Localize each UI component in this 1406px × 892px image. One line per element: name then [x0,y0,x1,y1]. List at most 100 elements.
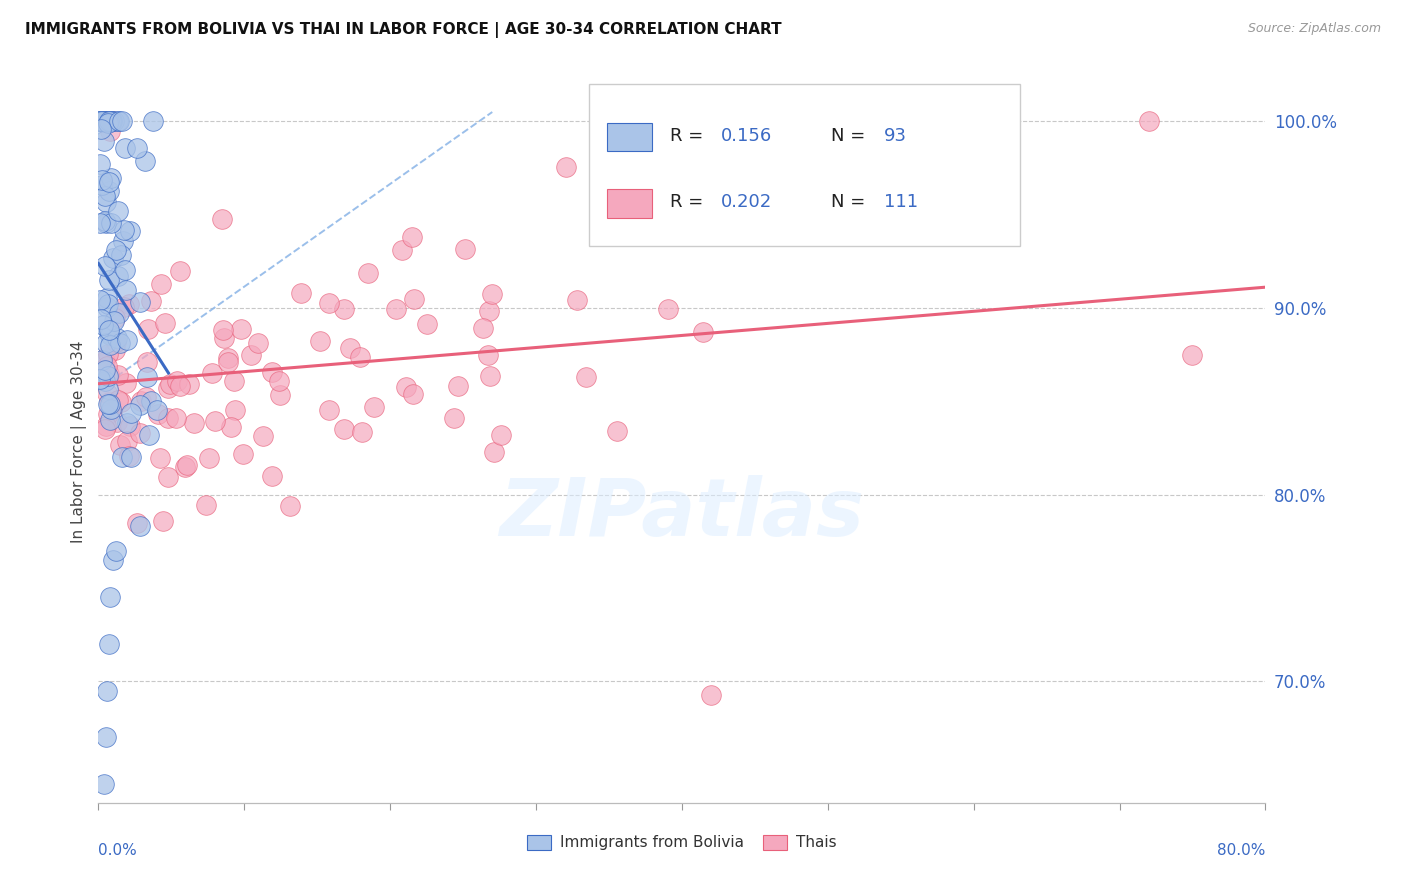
Text: N =: N = [831,127,872,145]
Point [111,450,134,465]
Point [110,248,132,262]
Text: Source: ZipAtlas.com: Source: ZipAtlas.com [1247,22,1381,36]
Point [94,336,117,351]
Point [97,407,120,421]
Point [101,114,124,128]
Point [98,124,121,138]
Point [112,223,135,237]
Point [332,422,354,436]
Point [391,243,413,257]
Point [98,273,121,287]
Point [96,195,118,210]
Point [129,425,152,440]
Point [217,351,239,365]
Point [1181,348,1204,362]
Point [339,342,361,356]
Point [136,322,159,336]
Point [472,321,495,335]
Point [94,731,117,745]
Point [98,367,121,381]
Point [402,387,425,401]
Point [103,251,125,265]
Point [222,374,245,388]
Point [104,343,127,358]
Point [93,354,115,368]
Point [107,114,129,128]
Point [90,311,112,326]
Point [156,381,179,395]
Point [97,176,120,190]
Point [214,331,236,345]
Point [89,114,111,128]
Point [97,114,120,128]
Point [96,359,118,373]
Point [166,374,188,388]
Point [107,203,129,218]
Point [318,296,340,310]
Point [125,141,148,155]
Point [100,114,122,128]
Point [104,311,127,326]
Point [232,447,254,461]
Point [169,379,191,393]
Point [98,114,121,128]
Text: 0.202: 0.202 [720,193,772,211]
Point [239,348,262,362]
Point [404,292,426,306]
Point [149,450,172,465]
Point [110,395,132,409]
Point [148,407,170,421]
Point [269,388,291,402]
Bar [607,123,651,151]
Point [120,406,142,420]
Point [103,114,125,128]
Point [107,392,129,407]
Point [94,260,117,274]
Point [105,415,128,429]
Point [115,283,138,297]
Point [91,114,114,128]
Point [129,394,152,409]
Point [139,294,162,309]
Point [97,297,120,311]
Point [262,469,284,483]
Point [104,543,127,558]
Point [94,374,117,388]
Point [98,326,121,341]
Point [93,214,115,228]
Text: 0.0%: 0.0% [98,843,138,857]
Point [229,322,252,336]
Point [156,411,179,425]
Point [94,216,117,230]
Point [98,338,121,352]
Point [318,403,340,417]
Point [135,355,157,369]
Point [278,499,301,513]
Point [357,266,380,280]
Point [129,398,152,412]
Bar [607,189,651,218]
Point [443,410,465,425]
Point [115,434,138,449]
Point [107,368,129,382]
Point [173,459,195,474]
Point [149,277,172,292]
Point [100,114,122,128]
Point [478,368,501,383]
Point [97,397,120,411]
Point [153,316,176,330]
Point [129,519,152,533]
Point [176,458,198,472]
Text: 111: 111 [884,193,918,211]
Point [481,286,503,301]
Text: R =: R = [671,127,709,145]
Point [98,591,121,605]
Point [94,363,117,377]
Point [98,327,121,342]
Point [89,114,111,128]
Point [105,243,128,257]
Point [482,445,505,459]
Point [194,498,217,512]
Point [1137,114,1160,128]
Point [146,402,169,417]
